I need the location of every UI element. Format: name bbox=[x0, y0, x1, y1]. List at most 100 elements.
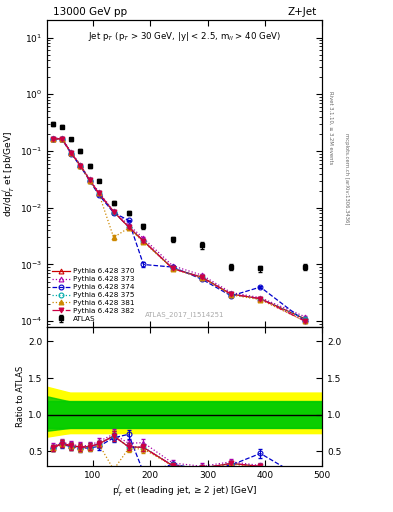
Pythia 6.428 375 bbox=[69, 151, 73, 157]
Pythia 6.428 381 bbox=[69, 151, 73, 157]
Pythia 6.428 370 bbox=[141, 238, 146, 244]
Pythia 6.428 370 bbox=[126, 224, 131, 230]
Pythia 6.428 382 bbox=[303, 318, 307, 324]
Pythia 6.428 374 bbox=[78, 163, 83, 169]
Pythia 6.428 381 bbox=[126, 225, 131, 231]
Pythia 6.428 374 bbox=[69, 151, 73, 157]
Pythia 6.428 382 bbox=[126, 224, 131, 230]
Pythia 6.428 381 bbox=[51, 136, 55, 142]
Pythia 6.428 373 bbox=[60, 135, 64, 141]
Pythia 6.428 381 bbox=[200, 275, 204, 281]
Line: Pythia 6.428 370: Pythia 6.428 370 bbox=[50, 136, 307, 322]
Pythia 6.428 382 bbox=[87, 177, 92, 183]
Line: Pythia 6.428 382: Pythia 6.428 382 bbox=[50, 137, 307, 324]
Pythia 6.428 373 bbox=[78, 162, 83, 168]
Pythia 6.428 381 bbox=[303, 318, 307, 324]
Pythia 6.428 375 bbox=[96, 190, 101, 196]
Pythia 6.428 375 bbox=[51, 136, 55, 142]
Pythia 6.428 374 bbox=[111, 209, 116, 216]
Pythia 6.428 382 bbox=[200, 274, 204, 281]
Text: mcplots.cern.ch [arXiv:1306.3436]: mcplots.cern.ch [arXiv:1306.3436] bbox=[344, 134, 349, 225]
Pythia 6.428 375 bbox=[111, 209, 116, 215]
Text: 13000 GeV pp: 13000 GeV pp bbox=[53, 7, 127, 17]
Pythia 6.428 373 bbox=[87, 176, 92, 182]
Pythia 6.428 381 bbox=[170, 266, 175, 272]
Pythia 6.428 381 bbox=[258, 296, 263, 303]
Pythia 6.428 373 bbox=[303, 314, 307, 320]
X-axis label: p$_T^{j}$ et (leading jet, ≥ 2 jet) [GeV]: p$_T^{j}$ et (leading jet, ≥ 2 jet) [GeV… bbox=[112, 482, 257, 499]
Line: Pythia 6.428 373: Pythia 6.428 373 bbox=[50, 136, 307, 319]
Line: Pythia 6.428 374: Pythia 6.428 374 bbox=[50, 137, 307, 324]
Pythia 6.428 370 bbox=[170, 265, 175, 271]
Pythia 6.428 370 bbox=[200, 274, 204, 280]
Pythia 6.428 374 bbox=[170, 264, 175, 270]
Pythia 6.428 374 bbox=[60, 136, 64, 142]
Pythia 6.428 381 bbox=[78, 163, 83, 169]
Pythia 6.428 373 bbox=[258, 294, 263, 301]
Pythia 6.428 381 bbox=[96, 190, 101, 196]
Pythia 6.428 382 bbox=[96, 190, 101, 196]
Line: Pythia 6.428 381: Pythia 6.428 381 bbox=[50, 137, 307, 324]
Pythia 6.428 374 bbox=[96, 191, 101, 198]
Y-axis label: Ratio to ATLAS: Ratio to ATLAS bbox=[16, 366, 25, 427]
Pythia 6.428 381 bbox=[141, 239, 146, 245]
Pythia 6.428 382 bbox=[141, 238, 146, 244]
Pythia 6.428 375 bbox=[78, 163, 83, 169]
Legend: Pythia 6.428 370, Pythia 6.428 373, Pythia 6.428 374, Pythia 6.428 375, Pythia 6: Pythia 6.428 370, Pythia 6.428 373, Pyth… bbox=[51, 267, 136, 323]
Pythia 6.428 374 bbox=[87, 178, 92, 184]
Pythia 6.428 370 bbox=[87, 177, 92, 183]
Pythia 6.428 382 bbox=[51, 136, 55, 142]
Pythia 6.428 374 bbox=[126, 217, 131, 223]
Pythia 6.428 370 bbox=[229, 291, 233, 297]
Text: Z+Jet: Z+Jet bbox=[288, 7, 317, 17]
Pythia 6.428 381 bbox=[111, 234, 116, 241]
Pythia 6.428 375 bbox=[60, 136, 64, 142]
Pythia 6.428 375 bbox=[126, 224, 131, 230]
Pythia 6.428 373 bbox=[96, 189, 101, 195]
Pythia 6.428 375 bbox=[87, 177, 92, 183]
Y-axis label: dσ/dp$_T^{j}$ et [pb/GeV]: dσ/dp$_T^{j}$ et [pb/GeV] bbox=[1, 131, 17, 217]
Pythia 6.428 370 bbox=[78, 162, 83, 168]
Pythia 6.428 375 bbox=[303, 316, 307, 322]
Pythia 6.428 370 bbox=[69, 150, 73, 156]
Pythia 6.428 374 bbox=[141, 262, 146, 268]
Pythia 6.428 374 bbox=[303, 318, 307, 324]
Pythia 6.428 373 bbox=[111, 208, 116, 214]
Pythia 6.428 373 bbox=[126, 222, 131, 228]
Pythia 6.428 374 bbox=[258, 284, 263, 290]
Pythia 6.428 375 bbox=[258, 295, 263, 302]
Pythia 6.428 375 bbox=[229, 291, 233, 297]
Pythia 6.428 382 bbox=[229, 291, 233, 297]
Pythia 6.428 381 bbox=[229, 292, 233, 298]
Pythia 6.428 375 bbox=[200, 274, 204, 280]
Pythia 6.428 370 bbox=[51, 136, 55, 142]
Pythia 6.428 370 bbox=[111, 209, 116, 215]
Pythia 6.428 373 bbox=[170, 263, 175, 269]
Pythia 6.428 374 bbox=[51, 136, 55, 142]
Pythia 6.428 382 bbox=[258, 295, 263, 302]
Pythia 6.428 375 bbox=[141, 238, 146, 244]
Pythia 6.428 373 bbox=[229, 289, 233, 295]
Pythia 6.428 382 bbox=[170, 265, 175, 271]
Text: ATLAS_2017_I1514251: ATLAS_2017_I1514251 bbox=[145, 311, 224, 317]
Pythia 6.428 382 bbox=[78, 163, 83, 169]
Pythia 6.428 381 bbox=[87, 178, 92, 184]
Pythia 6.428 373 bbox=[200, 272, 204, 278]
Pythia 6.428 373 bbox=[51, 135, 55, 141]
Pythia 6.428 374 bbox=[200, 276, 204, 282]
Text: Jet p$_T$ (p$_T$ > 30 GeV, |y| < 2.5, m$_{ll}$ > 40 GeV): Jet p$_T$ (p$_T$ > 30 GeV, |y| < 2.5, m$… bbox=[88, 30, 281, 42]
Pythia 6.428 381 bbox=[60, 136, 64, 142]
Pythia 6.428 370 bbox=[258, 295, 263, 302]
Text: Rivet 3.1.10, ≥ 3.2M events: Rivet 3.1.10, ≥ 3.2M events bbox=[328, 91, 333, 165]
Pythia 6.428 375 bbox=[170, 265, 175, 271]
Line: Pythia 6.428 375: Pythia 6.428 375 bbox=[50, 137, 307, 322]
Pythia 6.428 382 bbox=[111, 209, 116, 215]
Pythia 6.428 374 bbox=[229, 293, 233, 299]
Pythia 6.428 373 bbox=[141, 235, 146, 241]
Pythia 6.428 370 bbox=[60, 136, 64, 142]
Pythia 6.428 370 bbox=[303, 316, 307, 322]
Pythia 6.428 382 bbox=[69, 151, 73, 157]
Pythia 6.428 373 bbox=[69, 149, 73, 155]
Pythia 6.428 370 bbox=[96, 190, 101, 196]
Pythia 6.428 382 bbox=[60, 136, 64, 142]
